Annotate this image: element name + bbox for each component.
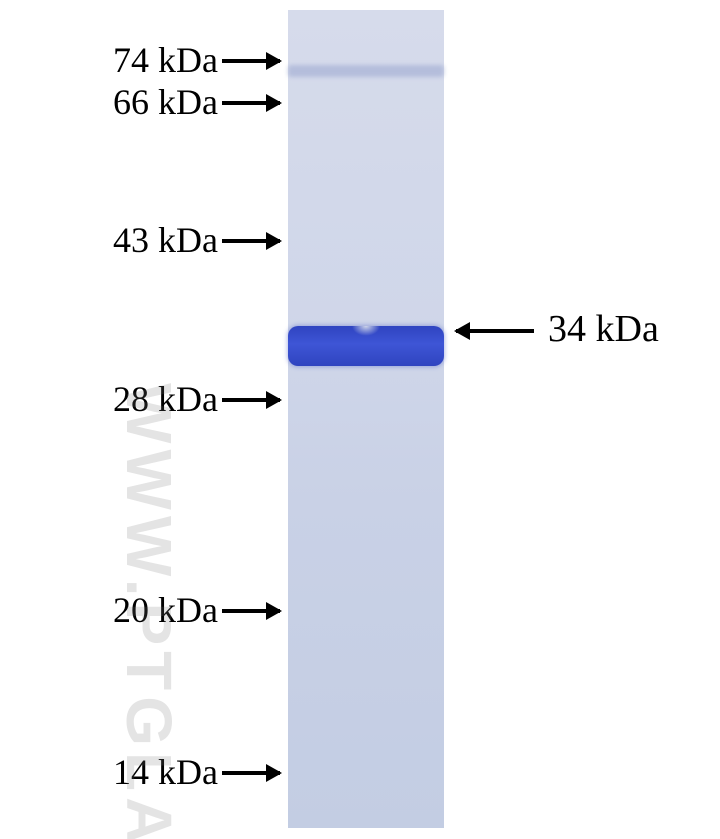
ladder-label: 43 kDa xyxy=(113,219,218,261)
ladder-label: 66 kDa xyxy=(113,81,218,123)
ladder-arrow xyxy=(222,239,280,243)
gel-lane xyxy=(288,10,444,828)
ladder-label: 20 kDa xyxy=(113,589,218,631)
ladder-label: 14 kDa xyxy=(113,751,218,793)
band-main-34 xyxy=(288,326,444,366)
ladder-label: 28 kDa xyxy=(113,378,218,420)
ladder-arrow xyxy=(222,609,280,613)
ladder-arrow xyxy=(222,59,280,63)
gel-figure: 74 kDa66 kDa 43 kDa 28 kDa 20 kDa 14 kDa 34 … xyxy=(0,0,720,839)
result-label: 34 kDa xyxy=(548,307,659,351)
result-arrow xyxy=(456,329,534,333)
ladder-arrow xyxy=(222,771,280,775)
ladder-label: 74 kDa xyxy=(113,39,218,81)
band-faint-74 xyxy=(288,65,444,77)
ladder-arrow xyxy=(222,398,280,402)
ladder-arrow xyxy=(222,101,280,105)
